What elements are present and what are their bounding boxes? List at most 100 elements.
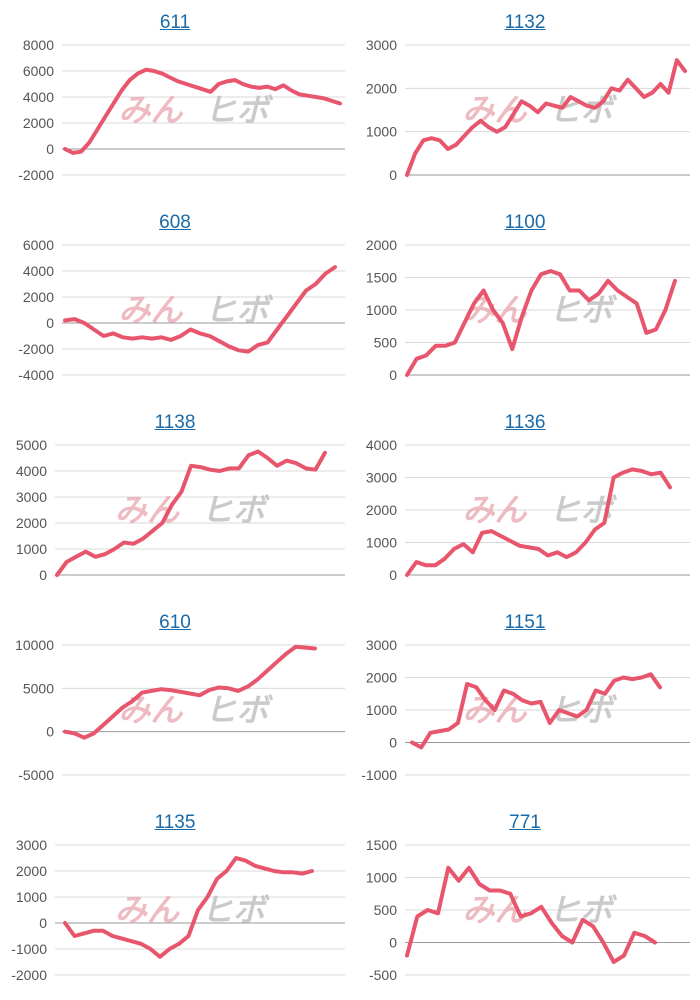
- y-tick-label: 0: [39, 567, 47, 583]
- y-tick-label: 3000: [16, 837, 47, 853]
- line-chart: 2000 1500 1000 500 0 みん ヒボ: [366, 237, 690, 383]
- svg-text:ヒボ: ヒボ: [201, 891, 270, 929]
- chart-title-link[interactable]: 611: [159, 12, 191, 33]
- y-tick-label: 500: [374, 902, 398, 918]
- y-tick-label: 0: [39, 915, 47, 931]
- y-tick-label: -1000: [11, 941, 47, 957]
- chart-title-link[interactable]: 771: [509, 812, 541, 833]
- y-tick-label: 1000: [16, 889, 47, 905]
- y-tick-label: 0: [389, 167, 397, 183]
- chart-panel: 1151 3000 2000 1000 0 -1000 みん ヒボ: [350, 600, 700, 800]
- y-tick-label: 500: [374, 335, 398, 351]
- line-chart: 6000 4000 2000 0 -2000 -4000 みん ヒボ: [18, 237, 345, 383]
- svg-text:みん: みん: [115, 891, 180, 929]
- y-tick-label: 8000: [23, 37, 54, 53]
- y-tick-label: 0: [389, 567, 397, 583]
- series-line: [55, 449, 327, 577]
- svg-text:ヒボ: ヒボ: [549, 291, 618, 329]
- chart-title-link[interactable]: 1135: [154, 812, 196, 833]
- line-chart: 5000 4000 3000 2000 1000 0 みん ヒボ: [16, 437, 345, 583]
- series-line: [405, 467, 672, 577]
- watermark-logo: みん ヒボ: [119, 291, 274, 329]
- y-tick-label: 2000: [366, 502, 397, 518]
- y-tick-label: 0: [389, 735, 397, 751]
- y-tick-label: 0: [46, 315, 54, 331]
- series-line: [63, 856, 314, 959]
- y-tick-label: 2000: [366, 237, 397, 253]
- chart-panel: 1135 3000 2000 1000 0 -1000 -2000 みん ヒボ: [0, 800, 350, 1000]
- y-tick-label: 0: [46, 141, 54, 157]
- y-tick-label: 1000: [366, 302, 397, 318]
- svg-text:ヒボ: ヒボ: [205, 291, 274, 329]
- svg-text:ヒボ: ヒボ: [205, 91, 274, 129]
- y-tick-label: -2000: [18, 341, 54, 357]
- chart-panel: 1132 3000 2000 1000 0 みん ヒボ: [350, 0, 700, 200]
- y-tick-label: 3000: [366, 470, 397, 486]
- series-line: [63, 67, 342, 155]
- y-tick-label: 4000: [23, 263, 54, 279]
- y-tick-label: -2000: [18, 167, 54, 183]
- y-tick-label: -5000: [18, 767, 54, 783]
- y-tick-label: -1000: [361, 767, 397, 783]
- y-tick-label: 1000: [366, 870, 397, 886]
- series-line: [405, 58, 687, 177]
- chart-title-link[interactable]: 1151: [504, 612, 546, 633]
- y-tick-label: 4000: [366, 437, 397, 453]
- y-tick-label: 0: [389, 367, 397, 383]
- y-tick-label: 0: [46, 724, 54, 740]
- chart-panel: 608 6000 4000 2000 0 -2000 -4000 みん ヒボ: [0, 200, 350, 400]
- y-tick-label: 1000: [366, 535, 397, 551]
- chart-title-link[interactable]: 1136: [504, 412, 546, 433]
- y-tick-label: -500: [369, 967, 397, 983]
- y-tick-label: 2000: [366, 670, 397, 686]
- y-tick-label: 4000: [16, 463, 47, 479]
- chart-panel: 1100 2000 1500 1000 500 0 みん ヒボ: [350, 200, 700, 400]
- chart-title-link[interactable]: 608: [159, 212, 191, 233]
- chart-title-link[interactable]: 610: [159, 612, 191, 633]
- line-chart: 10000 5000 0 -5000 みん ヒボ: [15, 637, 345, 783]
- y-tick-label: 2000: [23, 115, 54, 131]
- series-line: [63, 265, 337, 354]
- chart-panel: 610 10000 5000 0 -5000 みん ヒボ: [0, 600, 350, 800]
- watermark-logo: みん ヒボ: [119, 691, 274, 729]
- series-line: [410, 672, 662, 750]
- y-tick-label: 0: [389, 935, 397, 951]
- chart-panel: 611 8000 6000 4000 2000 0 -2000 みん ヒボ: [0, 0, 350, 200]
- chart-panel: 771 1500 1000 500 0 -500 みん ヒボ: [350, 800, 700, 1000]
- y-tick-label: 2000: [23, 289, 54, 305]
- y-tick-label: 2000: [366, 80, 397, 96]
- y-tick-label: 1500: [366, 270, 397, 286]
- svg-text:みん: みん: [119, 691, 184, 729]
- line-chart: 8000 6000 4000 2000 0 -2000 みん ヒボ: [18, 37, 345, 183]
- series-line: [63, 644, 317, 740]
- y-tick-label: 1500: [366, 837, 397, 853]
- chart-title-link[interactable]: 1138: [154, 412, 196, 433]
- svg-text:ヒボ: ヒボ: [201, 491, 270, 529]
- chart-title-link[interactable]: 1100: [504, 212, 546, 233]
- y-tick-label: -2000: [11, 967, 47, 983]
- svg-text:みん: みん: [463, 491, 528, 529]
- y-tick-label: 6000: [23, 63, 54, 79]
- watermark-logo: みん ヒボ: [115, 891, 270, 929]
- svg-text:ヒボ: ヒボ: [205, 691, 274, 729]
- y-tick-label: 5000: [23, 680, 54, 696]
- y-tick-label: 2000: [16, 863, 47, 879]
- y-tick-label: 3000: [16, 489, 47, 505]
- y-tick-label: -4000: [18, 367, 54, 383]
- watermark-logo: みん ヒボ: [115, 491, 270, 529]
- watermark-logo: みん ヒボ: [463, 291, 618, 329]
- y-tick-label: 1000: [366, 124, 397, 140]
- series-line: [405, 865, 657, 964]
- y-tick-label: 6000: [23, 237, 54, 253]
- svg-text:みん: みん: [119, 91, 184, 129]
- y-tick-label: 1000: [16, 541, 47, 557]
- svg-text:みん: みん: [119, 291, 184, 329]
- watermark-logo: みん ヒボ: [119, 91, 274, 129]
- chart-title-link[interactable]: 1132: [504, 12, 546, 33]
- y-tick-label: 5000: [16, 437, 47, 453]
- y-tick-label: 3000: [366, 637, 397, 653]
